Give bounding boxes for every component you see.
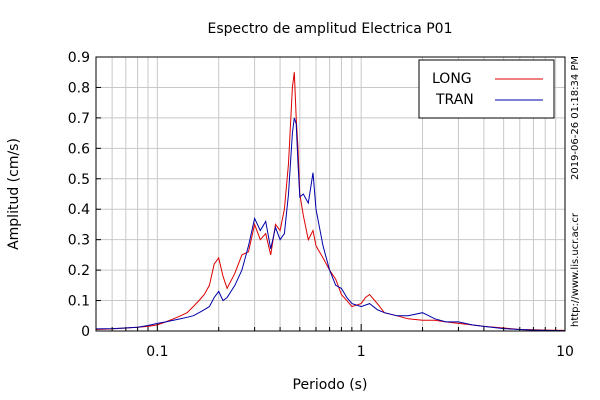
y-tick-label: 0.1 xyxy=(68,294,90,310)
legend-label-long: LONG xyxy=(432,71,472,87)
y-tick-label: 0.4 xyxy=(68,202,90,218)
series-line-tran xyxy=(95,117,566,332)
y-axis-label: Amplitud (cm/s) xyxy=(6,138,22,250)
x-tick-label: 0.1 xyxy=(146,344,168,360)
legend: LONG TRAN xyxy=(418,59,555,119)
chart-title: Espectro de amplitud Electrica P01 xyxy=(208,21,453,37)
y-tick-label: 0.8 xyxy=(68,80,90,96)
legend-label-tran: TRAN xyxy=(435,92,474,108)
y-tick-label: 0.7 xyxy=(68,111,90,127)
x-tick-label: 10 xyxy=(556,344,574,360)
x-ticks: 0.1 1 10 xyxy=(95,324,574,360)
source-url-text: http://www.lis.ucr.ac.cr xyxy=(570,212,581,327)
series-layer xyxy=(95,72,566,332)
y-tick-label: 0.6 xyxy=(68,141,90,157)
legend-box xyxy=(418,59,555,119)
y-tick-label: 0.2 xyxy=(68,263,90,279)
y-tick-label: 0.9 xyxy=(68,50,90,66)
series-line-long xyxy=(95,72,566,331)
timestamp-text: 2019-06-26 01:18:34 PM xyxy=(570,56,581,180)
plot-frame xyxy=(95,56,566,332)
y-tick-label: 0.3 xyxy=(68,233,90,249)
y-tick-label: 0.5 xyxy=(68,172,90,188)
y-tick-label: 0 xyxy=(81,324,90,340)
y-ticks: 0 0.1 0.2 0.3 0.4 0.5 0.6 0.7 0.8 0.9 xyxy=(68,50,101,340)
x-axis-label: Periodo (s) xyxy=(293,377,368,393)
x-tick-label: 1 xyxy=(357,344,366,360)
